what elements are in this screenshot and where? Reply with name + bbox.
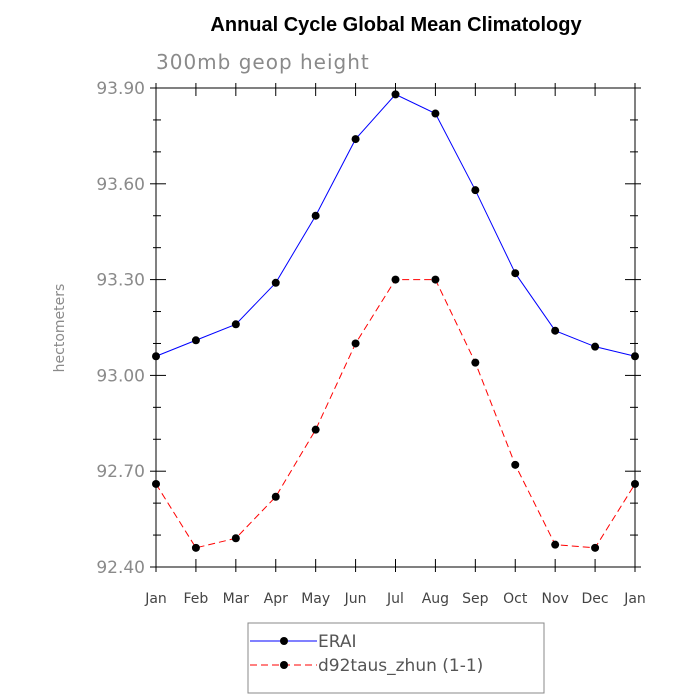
series-line-0 <box>155 93 636 357</box>
data-point <box>471 186 480 195</box>
data-point <box>191 336 200 345</box>
series-line-1 <box>155 279 636 549</box>
x-tick-label: Nov <box>542 591 569 607</box>
legend-box <box>247 622 545 694</box>
data-point <box>311 211 320 220</box>
x-tick-label: May <box>301 591 330 607</box>
data-point <box>511 460 520 469</box>
data-point <box>551 540 560 549</box>
plot-frame <box>155 87 636 568</box>
series-group <box>152 90 639 552</box>
y-tick-label: 93.60 <box>96 175 145 195</box>
chart-title: Annual Cycle Global Mean Climatology <box>210 14 582 36</box>
legend-label: d92taus_zhun (1-1) <box>318 656 483 676</box>
legend-marker <box>280 661 288 669</box>
data-point <box>511 269 520 278</box>
x-tick-label: Jun <box>344 591 367 607</box>
data-point <box>551 326 560 335</box>
x-tick-labels: Jan Feb Mar Apr May Jun Jul Aug Sep Oct Nov Dec Jan <box>144 591 646 607</box>
x-tick-label: Oct <box>503 591 528 607</box>
x-tick-label: Jan <box>623 591 646 607</box>
axis-ticks <box>150 83 641 572</box>
legend: ERAI d92taus_zhun (1-1) <box>247 622 545 694</box>
x-tick-label: Jul <box>386 591 404 607</box>
data-point <box>471 358 480 367</box>
data-point <box>311 425 320 434</box>
y-tick-label: 93.90 <box>96 79 145 99</box>
data-point <box>271 278 280 287</box>
x-tick-label: Jan <box>144 591 167 607</box>
data-point <box>391 275 400 284</box>
y-tick-label: 92.70 <box>96 462 145 482</box>
chart-subtitle: 300mb geop height <box>156 50 370 74</box>
data-point <box>231 534 240 543</box>
y-tick-labels: 92.40 92.70 93.00 93.30 93.60 93.90 <box>96 79 145 578</box>
y-axis-label: hectometers <box>52 284 68 373</box>
data-point <box>431 275 440 284</box>
x-tick-label: Apr <box>264 591 288 607</box>
data-point <box>191 543 200 552</box>
data-point <box>431 109 440 118</box>
y-tick-label: 93.00 <box>96 366 145 386</box>
data-point <box>351 135 360 144</box>
x-tick-label: Dec <box>582 591 609 607</box>
data-point <box>391 90 400 99</box>
x-tick-label: Sep <box>462 591 489 607</box>
y-tick-label: 92.40 <box>96 558 145 578</box>
x-tick-label: Mar <box>223 591 250 607</box>
data-point <box>591 342 600 351</box>
data-point <box>231 320 240 329</box>
x-tick-label: Feb <box>184 591 209 607</box>
legend-label: ERAI <box>318 632 357 652</box>
y-tick-label: 93.30 <box>96 271 145 291</box>
data-point <box>271 492 280 501</box>
data-point <box>351 339 360 348</box>
data-point <box>591 543 600 552</box>
x-tick-label: Aug <box>422 591 449 607</box>
legend-marker <box>280 637 288 645</box>
